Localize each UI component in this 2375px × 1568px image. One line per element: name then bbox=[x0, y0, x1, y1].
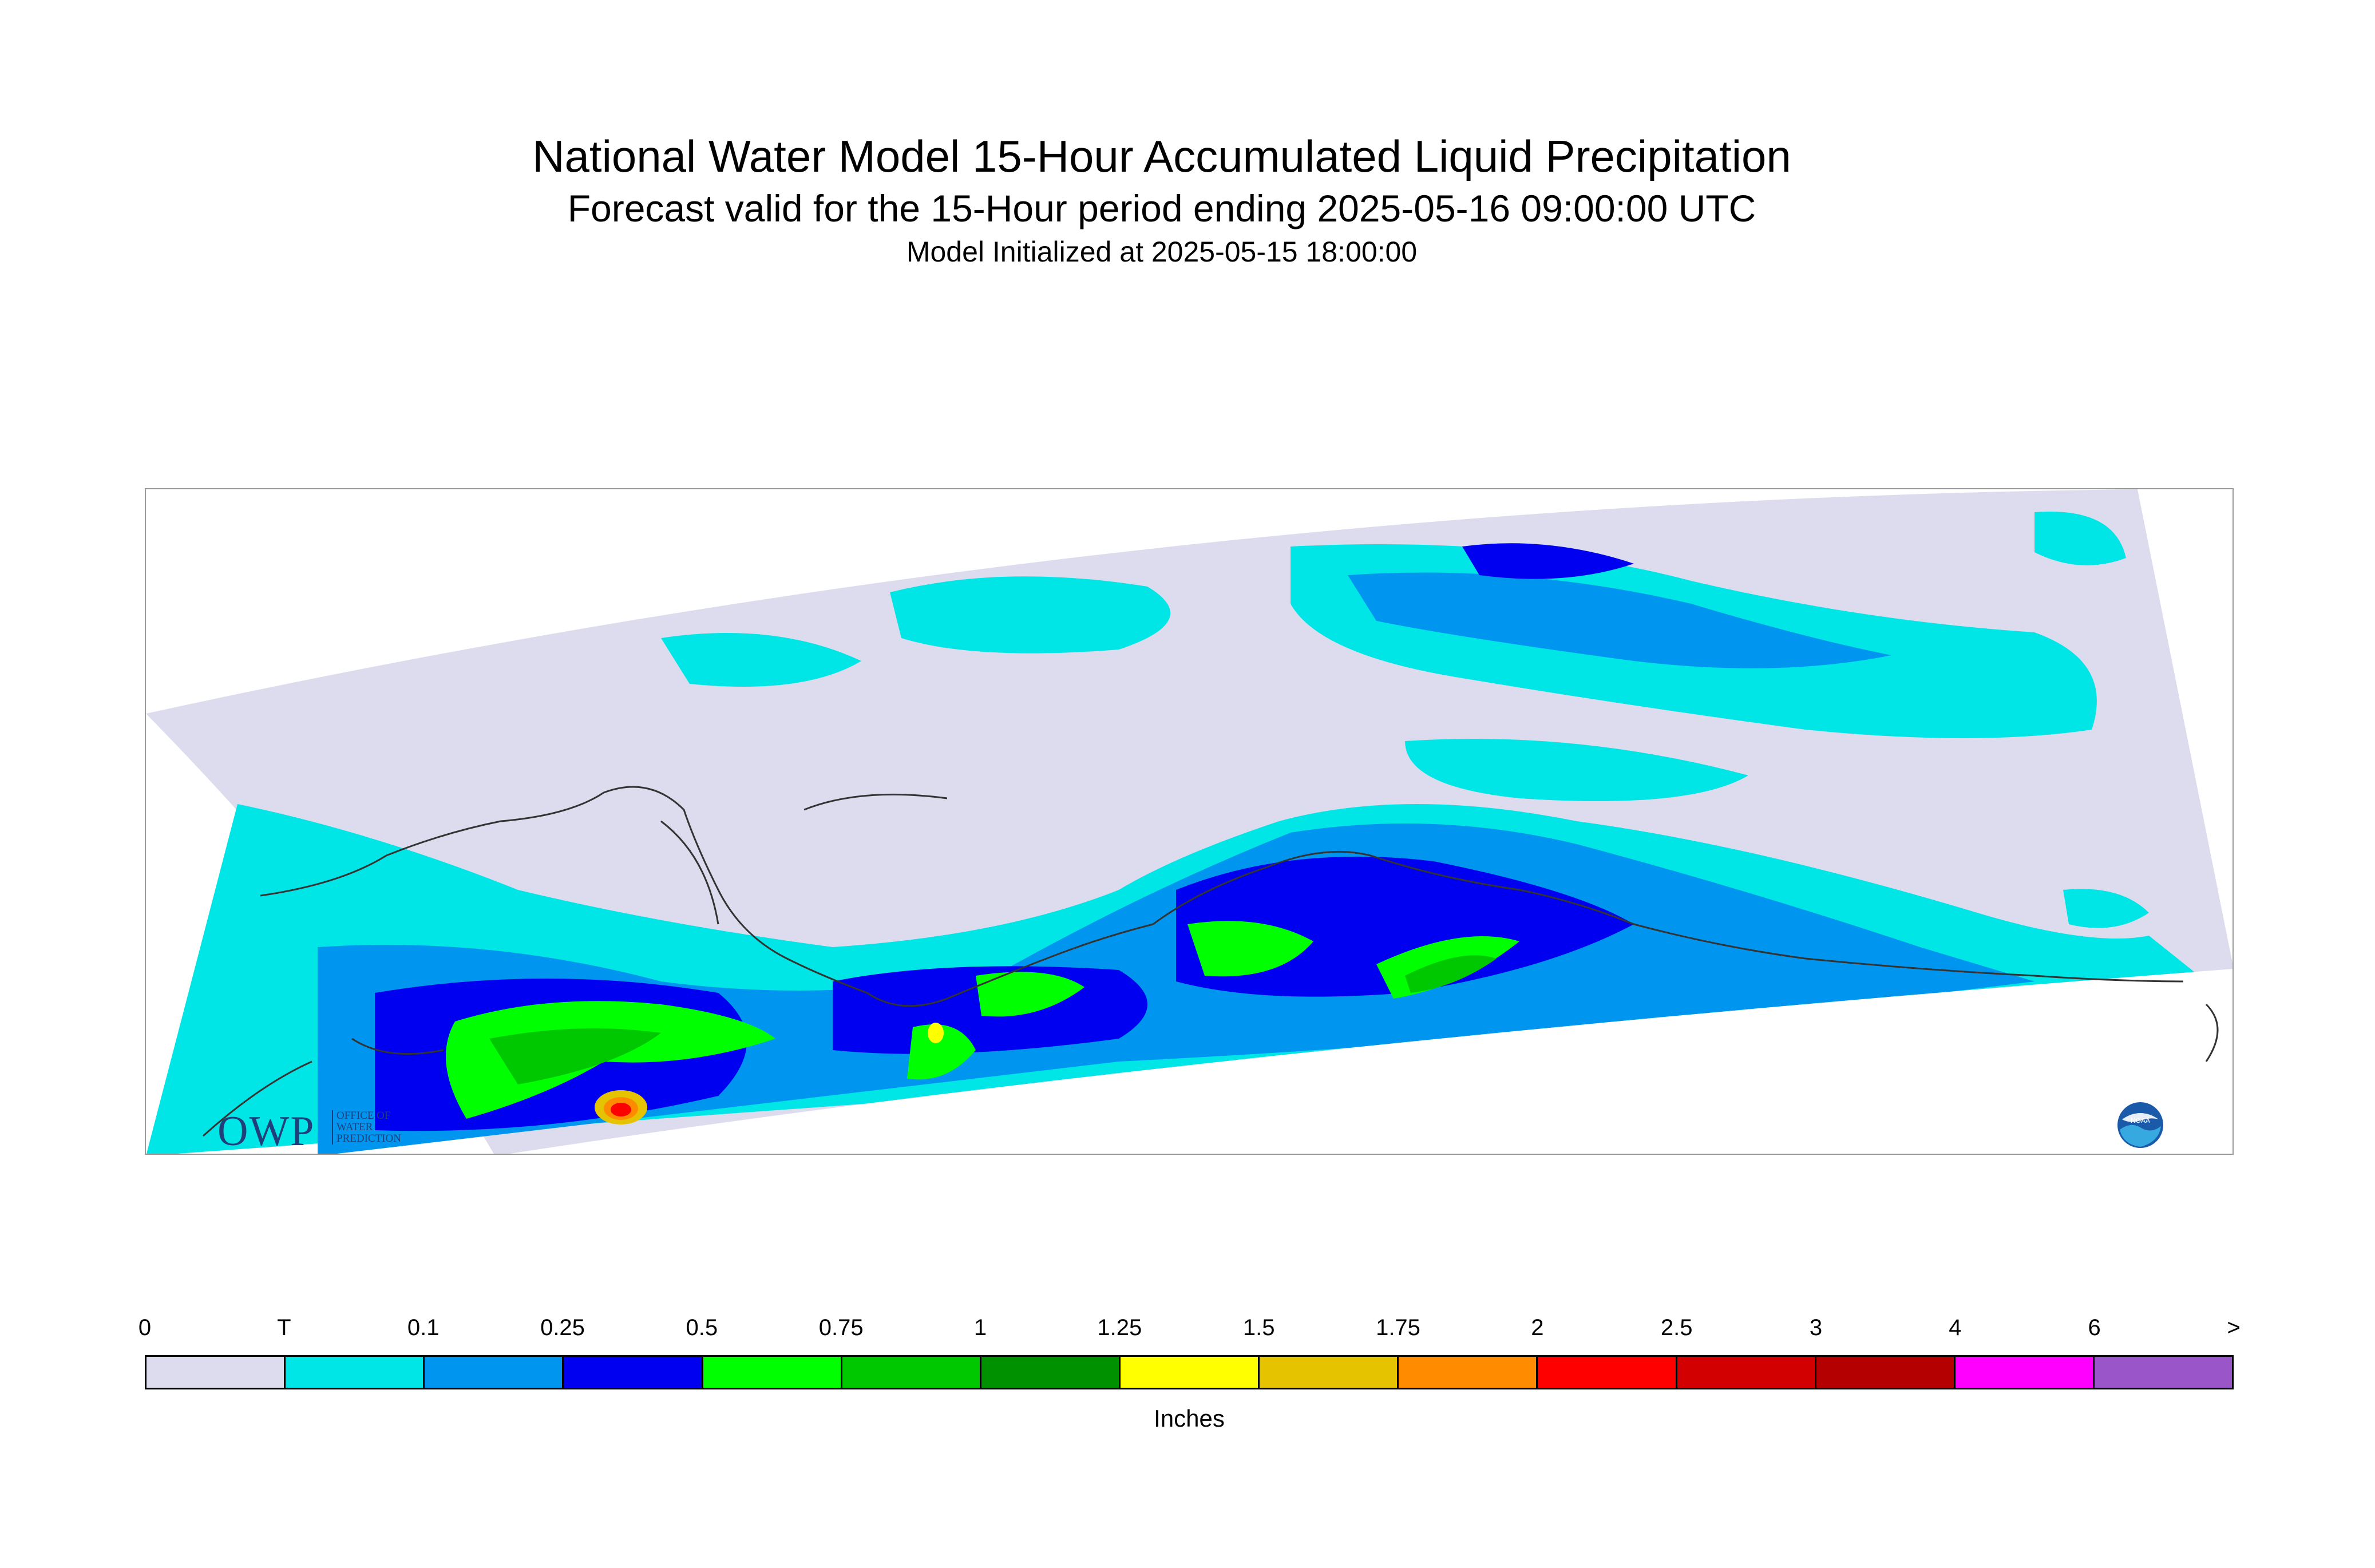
noaa-logo-icon: NOAA bbox=[2117, 1102, 2163, 1148]
legend-label: 0.25 bbox=[540, 1315, 585, 1340]
legend-label: 1.75 bbox=[1376, 1315, 1420, 1340]
legend-labels: 0 T 0.1 0.25 0.5 0.75 1 1.25 1.5 1.75 2 2.5 3 4 6 > bbox=[138, 1315, 2241, 1349]
title-block: National Water Model 15-Hour Accumulated… bbox=[0, 129, 2323, 271]
legend-swatch bbox=[981, 1357, 1121, 1388]
legend-swatch bbox=[1260, 1357, 1399, 1388]
legend-swatch bbox=[425, 1357, 564, 1388]
owp-logo: OWP bbox=[217, 1108, 315, 1155]
map-subtitle: Forecast valid for the 15-Hour period en… bbox=[567, 187, 1756, 229]
legend-swatch bbox=[2094, 1357, 2232, 1388]
legend-label: 0 bbox=[138, 1315, 152, 1340]
precip-light-blue-areas bbox=[318, 572, 2034, 1154]
legend-label: 0.75 bbox=[818, 1315, 864, 1340]
precip-mid-green-areas bbox=[489, 955, 1497, 1084]
legend-color-bar bbox=[145, 1355, 2234, 1389]
map-panel[interactable] bbox=[145, 488, 2234, 1155]
legend-label: 1 bbox=[973, 1315, 987, 1340]
legend-label: 3 bbox=[1809, 1315, 1823, 1340]
legend-units: Inches bbox=[1154, 1405, 1225, 1432]
legend-swatch bbox=[147, 1357, 286, 1388]
legend-swatch bbox=[286, 1357, 425, 1388]
legend-swatch bbox=[1120, 1357, 1260, 1388]
legend-label: T bbox=[277, 1315, 291, 1340]
owp-sub-line-2: WATER bbox=[337, 1121, 373, 1133]
legend-swatch bbox=[703, 1357, 842, 1388]
legend-swatch bbox=[1955, 1357, 2095, 1388]
coastlines bbox=[202, 786, 2219, 1137]
model-init-line: Model Initialized at 2025-05-15 18:00:00 bbox=[906, 236, 1418, 268]
owp-sub-line-1: OFFICE OF bbox=[337, 1110, 391, 1122]
legend-label: 6 bbox=[2088, 1315, 2101, 1340]
legend-swatch bbox=[842, 1357, 981, 1388]
legend-label: > bbox=[2227, 1315, 2241, 1340]
legend-label: 0.5 bbox=[686, 1315, 718, 1340]
owp-sub-line-3: PREDICTION bbox=[337, 1133, 401, 1145]
legend-swatch bbox=[1677, 1357, 1816, 1388]
map-title: National Water Model 15-Hour Accumulated… bbox=[532, 131, 1791, 181]
legend-swatch bbox=[1399, 1357, 1538, 1388]
legend-swatch bbox=[1816, 1357, 1956, 1388]
legend-label: 2.5 bbox=[1660, 1315, 1693, 1340]
legend-label: 4 bbox=[1949, 1315, 1962, 1340]
precip-heavy-core bbox=[595, 1023, 944, 1124]
legend-swatch bbox=[1538, 1357, 1677, 1388]
legend-label: 0.1 bbox=[407, 1315, 440, 1340]
owp-logo-subtext: OFFICE OF WATER PREDICTION bbox=[332, 1110, 401, 1145]
legend-swatch bbox=[564, 1357, 703, 1388]
legend-label: 1.25 bbox=[1097, 1315, 1142, 1340]
legend-label: 1.5 bbox=[1242, 1315, 1275, 1340]
legend-label: 2 bbox=[1531, 1315, 1544, 1340]
noaa-logo-text: NOAA bbox=[2131, 1116, 2150, 1124]
precipitation-map bbox=[146, 489, 2232, 1154]
